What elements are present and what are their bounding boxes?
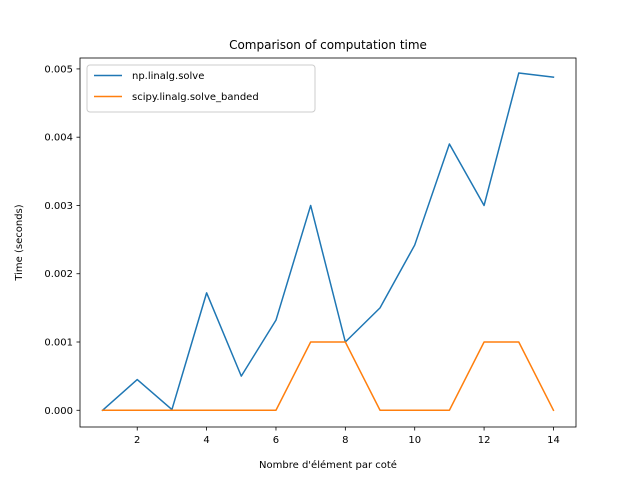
y-tick-label: 0.003 <box>44 201 73 212</box>
x-tick-label: 12 <box>478 435 491 446</box>
y-axis: 0.000 0.001 0.002 0.003 0.004 0.005 <box>44 64 80 417</box>
axes-frame <box>79 57 577 428</box>
plot-area <box>101 72 555 412</box>
y-tick-label: 0.001 <box>44 338 73 349</box>
x-tick-label: 14 <box>547 435 560 446</box>
chart-title: Comparison of computation time <box>229 38 427 52</box>
x-axis-label: Nombre d'élément par coté <box>259 459 397 471</box>
x-tick-label: 4 <box>203 435 209 446</box>
y-tick-label: 0.004 <box>44 133 73 144</box>
x-tick-label: 8 <box>342 435 348 446</box>
legend-label: scipy.linalg.solve_banded <box>132 92 259 103</box>
y-tick-label: 0.005 <box>44 64 73 75</box>
y-tick-label: 0.000 <box>44 406 73 417</box>
legend-label: np.linalg.solve <box>132 71 204 82</box>
x-tick-label: 2 <box>134 435 140 446</box>
y-tick-label: 0.002 <box>44 269 73 280</box>
y-axis-label: Time (seconds) <box>14 204 25 281</box>
x-tick-label: 6 <box>273 435 279 446</box>
legend: np.linalg.solve scipy.linalg.solve_banded <box>86 64 316 113</box>
series-line-1 <box>101 72 555 412</box>
x-tick-label: 10 <box>408 435 421 446</box>
legend-box <box>86 64 316 113</box>
x-axis: 2 4 6 8 10 12 14 <box>134 427 560 446</box>
series-line-2 <box>101 341 555 412</box>
